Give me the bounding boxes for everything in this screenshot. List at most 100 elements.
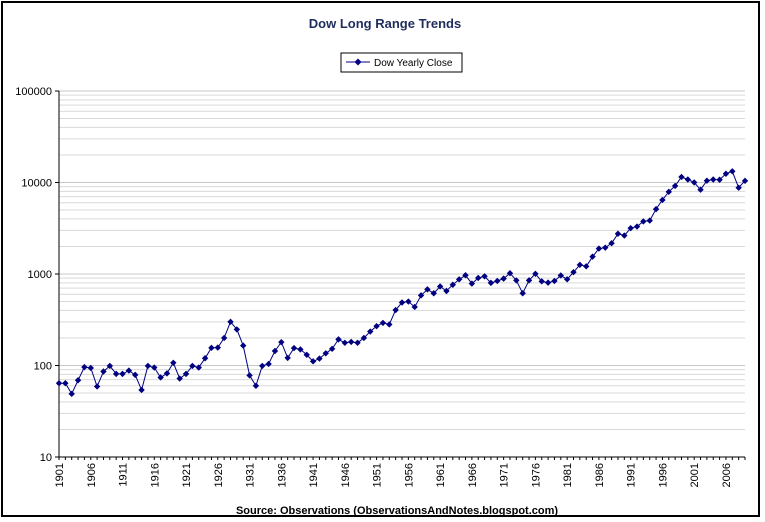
data-point [513,277,520,284]
data-point [125,367,133,374]
data-point [316,355,323,362]
data-point [386,321,393,328]
legend-label: Dow Yearly Close [374,58,453,69]
grid [59,90,745,458]
x-axis-ticks: 1901 1906 1911 1916 1921 1926 1931 1936 1941 1946… [54,457,746,487]
x-tick-label: 1961 [435,463,447,487]
data-point [233,326,241,333]
data-point [240,342,247,349]
data-point [659,196,666,204]
x-tick-label: 1986 [594,463,606,487]
data-point [589,253,596,260]
x-tick-label: 1901 [54,463,66,487]
data-point [703,177,711,184]
y-tick-label: 100 [34,361,52,373]
data-point [220,334,228,342]
data-point [716,176,723,183]
data-point [443,287,450,295]
data-point [633,223,641,230]
data-point [112,370,120,378]
data-point [729,168,736,175]
data-point [144,362,152,370]
y-tick-label: 10 [40,452,52,464]
data-point [424,286,431,293]
data-point [290,344,298,352]
data-point [741,177,749,185]
data-point [722,170,730,177]
data-point [436,283,444,290]
x-tick-label: 1956 [403,463,415,487]
x-tick-label: 1916 [149,463,161,487]
data-point [81,363,88,371]
data-point [392,306,399,314]
x-tick-label: 1946 [340,463,352,487]
data-point [608,240,615,247]
data-point [259,362,266,370]
data-point [227,318,234,326]
data-point [640,218,647,225]
x-tick-label: 1921 [181,463,193,487]
data-point [621,232,628,239]
data-point [373,322,380,330]
data-point [735,184,742,191]
data-point [665,188,672,196]
data-point [176,375,183,382]
data-point [341,339,349,347]
data-point [697,186,704,193]
data-point [570,268,577,276]
data-point [379,319,387,327]
data-point [106,362,114,370]
data-point [347,338,355,346]
data-point [195,364,202,371]
data-point [557,272,564,279]
data-point [87,364,94,372]
data-point [494,277,501,285]
data-point [328,345,336,353]
data-point [138,386,145,394]
y-tick-label: 10000 [21,178,52,190]
data-point [182,370,190,378]
x-tick-label: 1976 [530,463,542,487]
y-axis-ticks: 10 100 1000 10000 100000 [15,86,59,464]
data-point [462,272,469,279]
data-point [481,273,488,280]
data-point [475,274,482,282]
x-tick-label: 1941 [308,463,320,487]
data-point [360,334,368,342]
legend: Dow Yearly Close [340,52,463,73]
data-point [519,290,526,297]
data-point [297,346,304,353]
data-point [411,303,418,311]
data-point [678,173,685,181]
x-tick-label: 2006 [721,463,733,487]
data-point [309,358,317,365]
data-point [278,338,285,346]
legend-marker-icon [354,58,362,66]
data-point [271,347,279,355]
data-point [595,245,603,252]
data-point [417,292,425,299]
data-point [132,371,139,379]
data-point [544,279,552,286]
data-point [525,277,533,284]
data-point [690,179,698,186]
source-caption: Source: Observations (ObservationsAndNot… [236,505,558,517]
data-point [398,299,406,306]
data-point [189,362,196,370]
x-tick-label: 1966 [467,463,479,487]
data-point [68,390,75,398]
legend-box [340,52,463,73]
data-point [551,277,558,285]
data-point [74,377,82,384]
data-point [500,275,507,282]
data-point [487,279,495,287]
data-point [532,270,539,278]
data-point [449,281,457,288]
x-tick-label: 1971 [499,463,511,487]
y-tick-label: 100000 [15,86,52,98]
series-layer [55,168,749,398]
data-point [151,364,158,371]
data-point [246,372,253,379]
data-point [335,336,342,343]
data-point [563,276,571,283]
